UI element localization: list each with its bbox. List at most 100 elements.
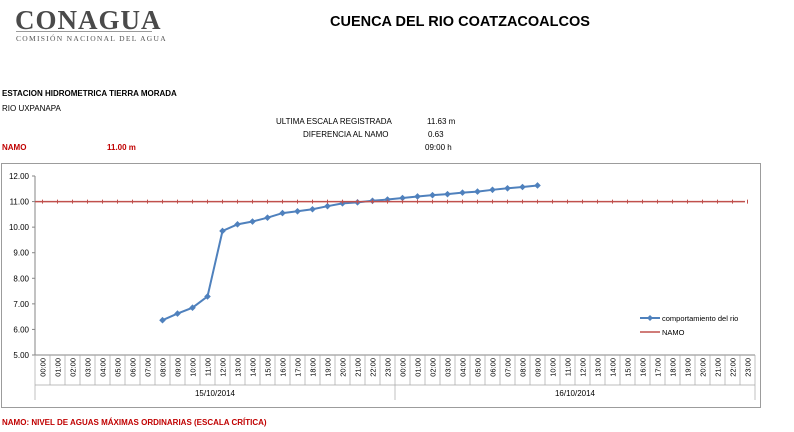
x-tick-label: 06:00	[489, 358, 498, 377]
x-tick-label: 09:00	[534, 358, 543, 377]
data-point	[399, 194, 406, 202]
x-tick-label: 14:00	[609, 358, 618, 377]
y-tick-label: 12.00	[9, 172, 30, 181]
data-point	[414, 193, 421, 200]
x-tick-label: 03:00	[84, 358, 93, 377]
page-title: CUENCA DEL RIO COATZACOALCOS	[330, 14, 590, 30]
data-point	[174, 310, 181, 317]
diferencia-namo-label: DIFERENCIA AL NAMO	[303, 130, 389, 139]
data-point	[384, 196, 391, 203]
data-point	[534, 182, 541, 189]
x-tick-label: 11:00	[204, 358, 213, 376]
conagua-logo: CONAGUA	[15, 5, 162, 35]
x-tick-label: 22:00	[369, 358, 378, 377]
data-point	[504, 184, 511, 192]
river-name: RIO UXPANAPA	[2, 104, 61, 113]
chart-frame	[1, 163, 761, 408]
x-tick-label: 07:00	[144, 358, 153, 377]
station-name: ESTACION HIDROMETRICA TIERRA MORADA	[2, 89, 177, 98]
data-point	[444, 190, 451, 198]
data-point	[489, 186, 496, 194]
x-tick-label: 15:00	[264, 358, 273, 377]
x-tick-label: 13:00	[594, 358, 603, 377]
x-tick-label: 08:00	[519, 358, 528, 377]
data-point	[459, 189, 466, 196]
reading-time: 09:00 h	[425, 143, 452, 152]
data-point	[204, 293, 211, 300]
data-point	[159, 316, 166, 324]
x-tick-label: 19:00	[684, 358, 693, 377]
x-tick-label: 11:00	[564, 358, 573, 376]
x-tick-label: 12:00	[219, 358, 228, 377]
x-tick-label: 23:00	[384, 358, 393, 377]
x-tick-label: 06:00	[129, 358, 138, 377]
data-point	[249, 218, 256, 225]
x-tick-label: 18:00	[309, 358, 318, 377]
x-tick-label: 21:00	[714, 358, 723, 377]
logo-divider	[16, 31, 152, 32]
x-tick-label: 16:00	[639, 358, 648, 377]
data-point	[429, 191, 436, 199]
data-point	[519, 183, 526, 191]
x-tick-label: 00:00	[399, 358, 408, 377]
x-tick-label: 07:00	[504, 358, 513, 377]
legend-label-comportamiento: comportamiento del rio	[662, 314, 738, 323]
namo-footnote: NAMO: NIVEL DE AGUAS MÁXIMAS ORDINARIAS …	[2, 418, 267, 427]
x-tick-label: 21:00	[354, 358, 363, 377]
x-tick-label: 16:00	[279, 358, 288, 377]
data-point	[474, 188, 481, 195]
x-tick-label: 18:00	[669, 358, 678, 377]
y-tick-label: 10.00	[9, 223, 30, 232]
x-tick-label: 01:00	[414, 358, 423, 377]
x-tick-label: 17:00	[294, 358, 303, 377]
x-tick-label: 12:00	[579, 358, 588, 377]
x-tick-label: 17:00	[654, 358, 663, 377]
x-tick-label: 20:00	[339, 358, 348, 377]
ultima-escala-value: 11.63 m	[427, 117, 456, 126]
y-tick-label: 7.00	[13, 300, 29, 309]
x-tick-label: 22:00	[729, 358, 738, 377]
data-point	[219, 227, 226, 235]
namo-label: NAMO	[2, 143, 27, 152]
namo-value: 11.00 m	[107, 143, 136, 152]
y-tick-label: 5.00	[13, 351, 29, 360]
x-tick-label: 10:00	[549, 358, 558, 377]
data-point	[309, 205, 316, 213]
diferencia-namo-value: 0.63	[428, 130, 444, 139]
x-tick-label: 14:00	[249, 358, 258, 377]
data-point	[189, 304, 196, 311]
conagua-logo-subtitle: COMISIÓN NACIONAL DEL AGUA	[16, 34, 167, 43]
x-tick-label: 00:00	[39, 358, 48, 377]
x-tick-label: 05:00	[474, 358, 483, 377]
legend-marker-comportamiento	[647, 315, 653, 321]
x-tick-label: 03:00	[444, 358, 453, 377]
x-tick-label: 09:00	[174, 358, 183, 377]
data-point	[279, 209, 286, 217]
y-tick-label: 9.00	[13, 249, 29, 258]
y-tick-label: 6.00	[13, 325, 29, 334]
x-tick-label: 13:00	[234, 358, 243, 377]
x-tick-label: 04:00	[459, 358, 468, 377]
data-point	[294, 207, 301, 215]
data-point	[324, 202, 331, 210]
x-tick-label: 04:00	[99, 358, 108, 377]
date-group-label: 15/10/2014	[195, 389, 236, 398]
x-tick-label: 15:00	[624, 358, 633, 377]
data-point	[234, 221, 241, 228]
data-point	[264, 214, 271, 221]
x-tick-label: 05:00	[114, 358, 123, 377]
x-tick-label: 20:00	[699, 358, 708, 377]
x-tick-label: 08:00	[159, 358, 168, 377]
ultima-escala-label: ULTIMA ESCALA REGISTRADA	[276, 117, 392, 126]
y-tick-label: 11.00	[10, 198, 30, 207]
y-tick-label: 8.00	[13, 274, 29, 283]
legend-label-namo: NAMO	[662, 328, 685, 337]
x-tick-label: 02:00	[69, 358, 78, 377]
x-tick-label: 19:00	[324, 358, 333, 377]
x-tick-label: 01:00	[54, 358, 63, 377]
x-tick-label: 10:00	[189, 358, 198, 377]
x-tick-label: 23:00	[744, 358, 753, 377]
x-tick-label: 02:00	[429, 358, 438, 377]
date-group-label: 16/10/2014	[555, 389, 596, 398]
